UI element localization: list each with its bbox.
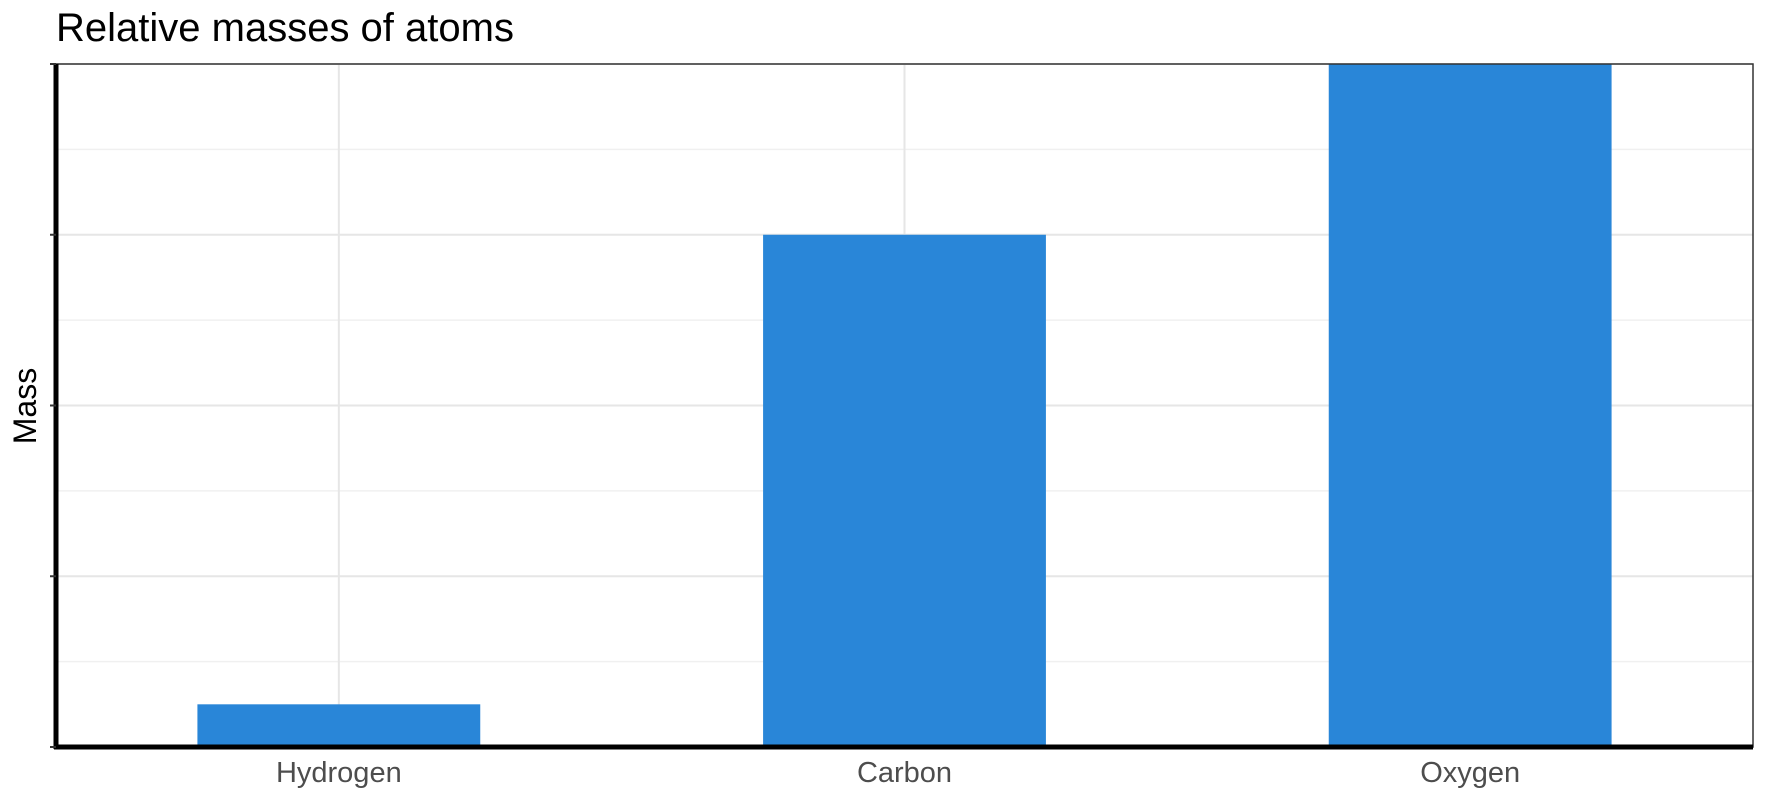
chart-title: Relative masses of atoms (56, 6, 514, 50)
y-axis-ticks (50, 63, 56, 748)
bar-carbon (763, 234, 1046, 747)
bars (197, 64, 1612, 747)
x-tick-label-hydrogen: Hydrogen (276, 757, 402, 789)
bar-hydrogen (197, 704, 481, 747)
x-tick-label-carbon: Carbon (857, 757, 952, 789)
bar-oxygen (1328, 64, 1612, 747)
y-axis-title: Mass (7, 368, 43, 444)
x-tick-label-oxygen: Oxygen (1420, 757, 1520, 789)
x-axis-tick-labels: Hydrogen Carbon Oxygen (276, 757, 1520, 789)
